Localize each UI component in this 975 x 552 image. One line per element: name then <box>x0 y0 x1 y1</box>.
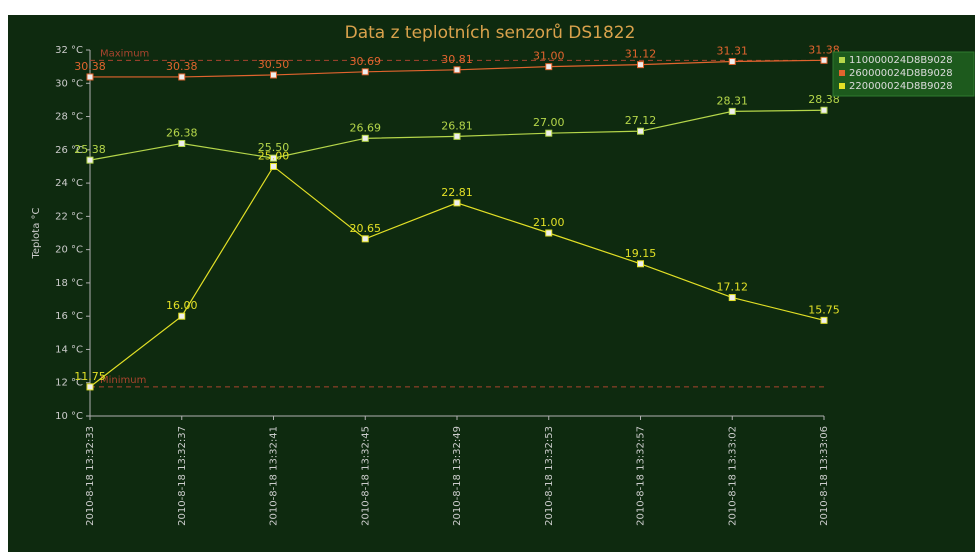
data-label: 25.00 <box>258 149 290 162</box>
point-marker <box>637 127 644 135</box>
data-label: 21.00 <box>533 216 565 229</box>
point-marker <box>86 383 94 391</box>
y-tick-label: 10 °C <box>55 411 83 422</box>
data-label: 19.15 <box>625 247 657 260</box>
data-label: 31.38 <box>808 43 840 56</box>
data-label: 25.38 <box>74 143 106 156</box>
point-marker <box>545 229 553 237</box>
data-label: 30.69 <box>350 55 382 68</box>
legend-label: 220000024D8B9028 <box>849 81 953 92</box>
legend-label: 110000024D8B9028 <box>849 55 953 66</box>
y-tick-label: 22 °C <box>55 211 83 222</box>
data-label: 27.00 <box>533 116 565 129</box>
legend-box <box>832 51 975 97</box>
point-marker <box>728 107 736 115</box>
x-tick-label: 2010-8-18 13:32:33 <box>85 426 96 526</box>
point-marker <box>270 71 277 79</box>
point-marker <box>453 132 461 140</box>
point-marker <box>270 154 277 162</box>
data-label: 22.81 <box>441 186 473 199</box>
data-label: 26.69 <box>350 121 382 134</box>
point-marker <box>361 68 369 76</box>
point-marker <box>453 66 461 74</box>
legend-swatch <box>839 57 845 63</box>
point-marker <box>545 129 553 137</box>
y-axis-label: Teplota °C <box>31 207 42 259</box>
point-marker <box>361 134 369 142</box>
x-tick-label: 2010-8-18 13:32:49 <box>452 426 463 526</box>
y-tick-label: 16 °C <box>55 311 83 322</box>
point-marker <box>820 316 828 324</box>
data-label: 26.38 <box>166 126 198 139</box>
point-marker <box>178 139 186 147</box>
point-marker <box>178 73 186 81</box>
data-label: 28.38 <box>808 93 840 106</box>
chart-background <box>8 15 975 552</box>
y-tick-label: 12 °C <box>55 378 83 389</box>
legend-swatch <box>839 83 845 89</box>
data-label: 17.12 <box>717 281 749 294</box>
data-label: 31.00 <box>533 50 565 63</box>
point-marker <box>453 199 461 207</box>
data-label: 25.50 <box>258 141 290 154</box>
point-marker <box>86 156 94 164</box>
data-label: 26.81 <box>441 119 473 132</box>
legend-swatch <box>839 70 845 76</box>
x-tick-label: 2010-8-18 13:32:53 <box>544 426 555 526</box>
point-marker <box>545 63 553 71</box>
x-tick-label: 2010-8-18 13:33:02 <box>727 426 738 526</box>
data-label: 20.65 <box>350 222 382 235</box>
point-marker <box>820 56 828 64</box>
point-marker <box>361 235 369 243</box>
y-tick-label: 24 °C <box>55 178 83 189</box>
data-label: 27.12 <box>625 114 657 127</box>
point-marker <box>178 312 186 320</box>
data-label: 30.50 <box>258 58 290 71</box>
x-tick-label: 2010-8-18 13:32:45 <box>360 426 371 526</box>
y-tick-label: 14 °C <box>55 344 83 355</box>
data-label: 30.38 <box>74 60 106 73</box>
data-label: 16.00 <box>166 299 198 312</box>
data-label: 30.81 <box>441 53 473 66</box>
point-marker <box>637 61 644 69</box>
chart-title: Data z teplotních senzorů DS1822 <box>345 23 636 43</box>
point-marker <box>86 73 94 81</box>
point-marker <box>728 57 736 65</box>
point-marker <box>637 260 644 268</box>
threshold-label: Maximum <box>100 48 149 59</box>
y-tick-label: 32 °C <box>55 45 83 56</box>
data-label: 28.31 <box>717 94 749 107</box>
y-tick-label: 26 °C <box>55 145 83 156</box>
x-tick-label: 2010-8-18 13:32:37 <box>177 426 188 526</box>
y-tick-label: 30 °C <box>55 78 83 89</box>
y-tick-label: 18 °C <box>55 278 83 289</box>
data-label: 15.75 <box>808 303 840 316</box>
data-label: 30.38 <box>166 60 198 73</box>
point-marker <box>728 294 736 302</box>
y-tick-label: 28 °C <box>55 112 83 123</box>
x-tick-label: 2010-8-18 13:33:06 <box>819 426 830 526</box>
x-tick-label: 2010-8-18 13:32:57 <box>636 426 647 526</box>
threshold-label: Minimum <box>100 375 146 386</box>
data-label: 31.31 <box>717 44 749 57</box>
legend-label: 260000024D8B9028 <box>849 68 953 79</box>
point-marker <box>820 106 828 114</box>
point-marker <box>270 162 277 170</box>
data-label: 31.12 <box>625 48 657 61</box>
data-label: 11.75 <box>74 370 106 383</box>
x-tick-label: 2010-8-18 13:32:41 <box>269 426 280 526</box>
y-tick-label: 20 °C <box>55 245 83 256</box>
